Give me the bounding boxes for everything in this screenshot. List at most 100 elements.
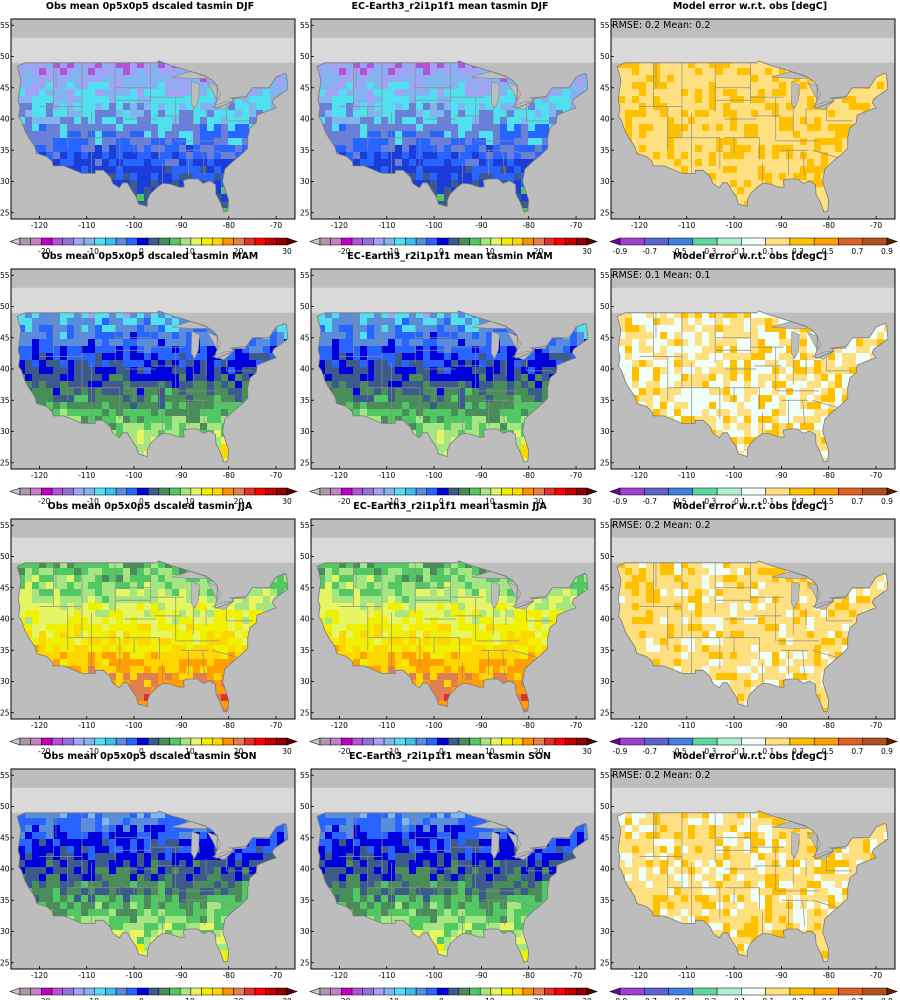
y-tick-label: 45 [600, 333, 610, 342]
colorbar-label: 0.1 [762, 747, 774, 756]
colorbar-label: -10 [387, 747, 399, 756]
x-tick-label: -100 [126, 471, 143, 480]
y-tick-label: 55 [300, 21, 310, 30]
y-tick-label: 25 [300, 958, 310, 967]
x-tick-label: -120 [331, 971, 348, 980]
colorbar-label: 0 [439, 747, 444, 756]
panel-title: Model error w.r.t. obs [degC] [672, 1, 828, 12]
colorbar-label: -0.3 [702, 747, 717, 756]
colorbar: -20 -10 0 10 20 30 [309, 237, 598, 256]
x-tick-label: -80 [223, 471, 235, 480]
colorbar-label: 20 [534, 997, 544, 1000]
map-panel: Obs mean 0p5x0p5 dscaled tasmin MAM 25 30 3… [0, 250, 300, 506]
canada-strip [611, 537, 895, 563]
state-boundaries [639, 562, 853, 683]
y-tick-label: 35 [600, 396, 610, 405]
country-outline [16, 60, 289, 213]
map-figure: 25 30 35 40 45 50 55 -120 -110 -100 -90 -80 -70 RMSE:… [600, 518, 898, 756]
colorbar-label: 30 [582, 497, 592, 506]
country-outline [616, 560, 889, 713]
map-figure: 25 30 35 40 45 50 55 -120 -110 -100 -90 -80 -70 RMSE:… [600, 268, 898, 506]
colorbar-label: 10 [185, 247, 195, 256]
map-panel: EC-Earth3_r2i1p1f1 mean tasmin MAM 25 30 35… [300, 250, 600, 506]
lake [190, 331, 200, 360]
x-tick-label: -120 [631, 471, 648, 480]
x-tick-label: -100 [426, 971, 443, 980]
y-tick-label: 30 [300, 177, 310, 186]
x-tick-label: -120 [331, 471, 348, 480]
colorbar-label: 10 [485, 997, 495, 1000]
y-tick-label: 30 [600, 177, 610, 186]
panel-title: Model error w.r.t. obs [degC] [672, 751, 828, 762]
x-tick-label: -80 [223, 221, 235, 230]
state-boundaries [339, 312, 553, 433]
colorbar: -20 -10 0 10 20 30 [9, 237, 298, 256]
colorbar: -20 -10 0 10 20 30 [309, 987, 598, 1000]
colorbar-label: 0 [439, 497, 444, 506]
y-tick-label: 35 [600, 896, 610, 905]
colorbar-label: 20 [234, 747, 244, 756]
y-tick-label: 25 [600, 458, 610, 467]
colorbar-label: 0.1 [762, 997, 774, 1000]
colorbar: -0.9 -0.7 -0.5 -0.3 -0.1 0.1 0.3 0.5 0.7 0.9 [609, 487, 898, 506]
colorbar-label: -20 [338, 247, 350, 256]
colorbar-label: 30 [282, 747, 292, 756]
colorbar-label: 20 [234, 497, 244, 506]
colorbar: -20 -10 0 10 20 30 [9, 487, 298, 506]
lake [790, 331, 800, 360]
colorbar-label: -20 [38, 497, 50, 506]
colorbar-label: -0.3 [702, 997, 717, 1000]
colorbar-label: -20 [38, 997, 50, 1000]
y-tick-label: 25 [300, 708, 310, 717]
x-tick-label: -70 [570, 971, 582, 980]
x-tick-label: -70 [570, 471, 582, 480]
colorbar-label: -0.7 [642, 997, 657, 1000]
x-tick-label: -120 [31, 721, 48, 730]
colorbar: -0.9 -0.7 -0.5 -0.3 -0.1 0.1 0.3 0.5 0.7 0.9 [609, 237, 898, 256]
panel-title: Model error w.r.t. obs [degC] [672, 251, 828, 262]
map-figure: 25303540455055-120-110-100-90-80-70-20-1… [300, 268, 598, 506]
colorbar-label: -0.7 [642, 497, 657, 506]
y-tick-label: 50 [300, 552, 310, 561]
y-tick-label: 40 [0, 365, 10, 374]
state-boundaries [639, 62, 853, 183]
colorbar-label: 0 [139, 247, 144, 256]
panel-title: EC-Earth3_r2i1p1f1 mean tasmin JJA [353, 501, 547, 512]
colorbar-label: 10 [485, 497, 495, 506]
y-tick-label: 25 [600, 208, 610, 217]
colorbar-label: 0.3 [792, 497, 804, 506]
y-tick-label: 30 [0, 427, 10, 436]
colorbar: -20 -10 0 10 20 30 [9, 737, 298, 756]
y-tick-label: 45 [0, 333, 10, 342]
y-tick-label: 35 [600, 146, 610, 155]
canada-strip [11, 787, 295, 813]
y-tick-label: 55 [600, 521, 610, 530]
y-tick-label: 55 [0, 271, 10, 280]
x-tick-label: -110 [378, 971, 395, 980]
x-tick-label: -80 [523, 721, 535, 730]
colorbar-label: 0 [439, 247, 444, 256]
x-tick-label: -80 [823, 221, 835, 230]
colorbar-label: -0.5 [672, 747, 687, 756]
x-tick-label: -110 [678, 221, 695, 230]
colorbar-label: -10 [87, 997, 99, 1000]
y-tick-label: 35 [300, 396, 310, 405]
y-tick-label: 50 [300, 302, 310, 311]
colorbar-label: 0.5 [822, 747, 834, 756]
y-tick-label: 30 [600, 677, 610, 686]
country-outline [16, 810, 289, 963]
colorbar-label: -20 [338, 497, 350, 506]
x-tick-label: -100 [426, 471, 443, 480]
y-tick-label: 55 [0, 21, 10, 30]
x-tick-label: -90 [775, 221, 787, 230]
colorbar-label: 0 [139, 497, 144, 506]
colorbar: -20 -10 0 10 20 30 [9, 987, 298, 1000]
state-boundaries [39, 812, 253, 933]
x-tick-label: -120 [31, 221, 48, 230]
y-tick-label: 25 [0, 458, 10, 467]
colorbar-label: 0.3 [792, 247, 804, 256]
y-tick-label: 40 [0, 115, 10, 124]
colorbar: -0.9 -0.7 -0.5 -0.3 -0.1 0.1 0.3 0.5 0.7 0.9 [609, 987, 898, 1000]
x-tick-label: -90 [175, 221, 187, 230]
